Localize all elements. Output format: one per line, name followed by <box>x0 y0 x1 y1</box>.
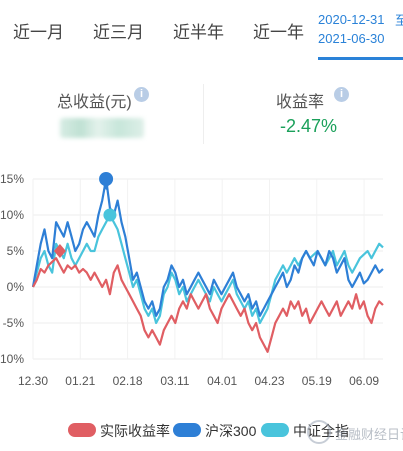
summary-divider <box>203 84 204 144</box>
profit-summary: 总收益(元) i 收益率 i -2.47% <box>0 70 403 160</box>
circle-marker <box>103 208 117 222</box>
hs300-line <box>31 177 384 317</box>
legend-label: 实际收益率 <box>100 423 170 439</box>
legend-swatch <box>68 423 96 437</box>
watermark-logo: 金融财经日记 <box>305 418 403 450</box>
x-tick-label: 04.01 <box>207 374 237 388</box>
legend-swatch <box>173 423 201 437</box>
legend-swatch <box>261 423 289 437</box>
total-profit-value-blurred <box>60 118 144 138</box>
tab-1-year[interactable]: 近一年 <box>253 23 304 42</box>
x-tick-label: 06.09 <box>349 374 379 388</box>
active-tab-underline <box>318 57 403 60</box>
tab-custom-date-range[interactable]: 2020-12-31 2021-06-30 至 <box>318 10 403 60</box>
actual-return-line <box>32 257 384 353</box>
tab-1-month[interactable]: 近一月 <box>13 23 64 42</box>
y-tick-label: -5% <box>3 316 25 330</box>
date-range-end: 2021-06-30 <box>318 31 385 46</box>
y-tick-label: 5% <box>7 244 25 258</box>
x-tick-label: 02.18 <box>113 374 143 388</box>
info-icon[interactable]: i <box>334 87 349 102</box>
x-tick-label: 04.23 <box>254 374 284 388</box>
date-range-overflow-char: 至 <box>395 13 403 28</box>
return-rate-label: 收益率 <box>276 94 325 111</box>
y-tick-label: 10% <box>0 208 24 222</box>
period-tabs: 近一月 近三月 近半年 近一年 2020-12-31 2021-06-30 至 <box>0 0 403 62</box>
legend-label: 沪深300 <box>205 423 257 439</box>
y-tick-label: 0% <box>7 280 25 294</box>
csi-all-line <box>31 213 384 325</box>
y-tick-label: 15% <box>0 172 24 186</box>
info-icon[interactable]: i <box>134 87 149 102</box>
pin-marker <box>99 172 114 186</box>
pin-tail <box>102 183 111 190</box>
tab-6-months[interactable]: 近半年 <box>173 23 224 42</box>
x-tick-label: 05.19 <box>302 374 332 388</box>
x-tick-label: 01.21 <box>65 374 95 388</box>
x-tick-label: 03.11 <box>160 374 189 388</box>
y-tick-label: -10% <box>0 352 24 366</box>
watermark-text: 金融财经日记 <box>335 427 403 442</box>
diamond-marker <box>53 244 66 258</box>
chart-legend: 实际收益率 沪深300 中证全指 <box>0 418 403 442</box>
legend-actual-return[interactable]: 实际收益率 <box>68 418 188 442</box>
tab-3-months[interactable]: 近三月 <box>93 23 144 42</box>
date-range-start: 2020-12-31 <box>318 12 385 27</box>
x-tick-label: 12.30 <box>18 374 48 388</box>
legend-hs300[interactable]: 沪深300 <box>173 418 273 442</box>
return-line-chart: 15% 10% 5% 0% -5% -10% 12.30 01.21 02.18 03.11 04.… <box>0 172 384 388</box>
return-rate-value: -2.47% <box>280 116 338 136</box>
watermark-icon <box>307 420 331 444</box>
total-profit-label: 总收益(元) <box>57 94 132 111</box>
